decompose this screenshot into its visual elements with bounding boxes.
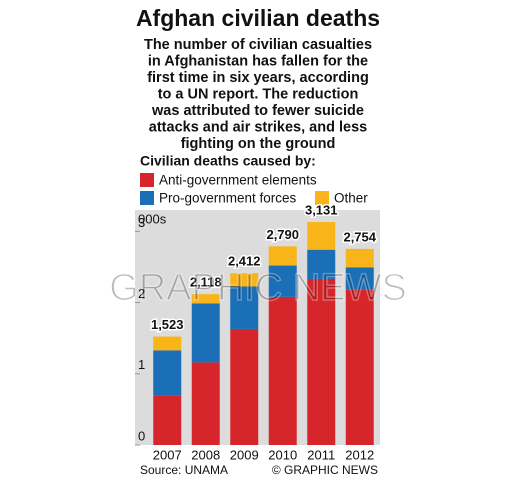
legend-swatch: [140, 191, 154, 205]
y-tick-label: 2: [138, 286, 145, 301]
x-tick-label: 2011: [307, 447, 335, 462]
y-tick-label: 3: [138, 215, 145, 230]
bar-segment: [345, 289, 374, 445]
legend-swatch: [140, 173, 154, 187]
x-tick-label: 2008: [191, 447, 220, 462]
bar-segment: [268, 265, 297, 297]
bar-segment: [307, 278, 336, 445]
bar-segment: [268, 296, 297, 445]
bar-segment: [345, 267, 374, 290]
subtitle-line: in Afghanistan has fallen for the: [148, 53, 368, 69]
subtitle-line: fighting on the ground: [181, 136, 336, 152]
total-label: 1,523: [151, 317, 184, 332]
total-label: 3,131: [305, 202, 338, 217]
x-tick-label: 2007: [153, 447, 182, 462]
total-label: 2,412: [228, 254, 261, 269]
subtitle-line: was attributed to fewer suicide: [151, 103, 364, 119]
bar-segment: [307, 249, 336, 279]
legend-label: Anti-government elements: [159, 173, 317, 188]
total-label: 2,118: [190, 275, 222, 290]
total-label: 2,790: [266, 227, 299, 242]
credit: © GRAPHIC NEWS: [272, 463, 378, 477]
y-tick-label: 1: [138, 357, 145, 372]
source: Source: UNAMA: [140, 463, 228, 477]
subtitle-line: first time in six years, according: [147, 70, 369, 86]
bar-segment: [153, 336, 182, 351]
x-tick-label: 2009: [230, 447, 259, 462]
x-tick-label: 2010: [268, 447, 297, 462]
watermark: GRAPHIC NEWS: [109, 267, 407, 309]
y-unit: 000s: [138, 211, 167, 226]
y-tick-label: 0: [138, 428, 145, 443]
bar-segment: [230, 273, 259, 287]
bar-segment: [230, 286, 259, 329]
bar-segment: [345, 248, 374, 268]
bar-segment: [191, 303, 220, 363]
legend-swatch: [315, 191, 329, 205]
bar-segment: [230, 328, 259, 445]
legend-label: Pro-government forces: [159, 191, 297, 206]
bar-segment: [268, 246, 297, 266]
bar-segment: [153, 350, 182, 396]
bar-segment: [191, 362, 220, 445]
legend-title: Civilian deaths caused by:: [140, 153, 316, 169]
subtitle-line: attacks and air strikes, and less: [149, 119, 367, 135]
legend-label: Other: [334, 191, 368, 206]
subtitle-line: The number of civilian casualties: [144, 37, 372, 53]
chart-title: Afghan civilian deaths: [136, 5, 380, 31]
bar-segment: [307, 222, 336, 250]
bar-segment: [191, 294, 220, 304]
x-tick-label: 2012: [345, 447, 374, 462]
bar-segment: [153, 395, 182, 445]
subtitle-line: to a UN report. The reduction: [158, 86, 359, 102]
total-label: 2,754: [343, 229, 376, 244]
